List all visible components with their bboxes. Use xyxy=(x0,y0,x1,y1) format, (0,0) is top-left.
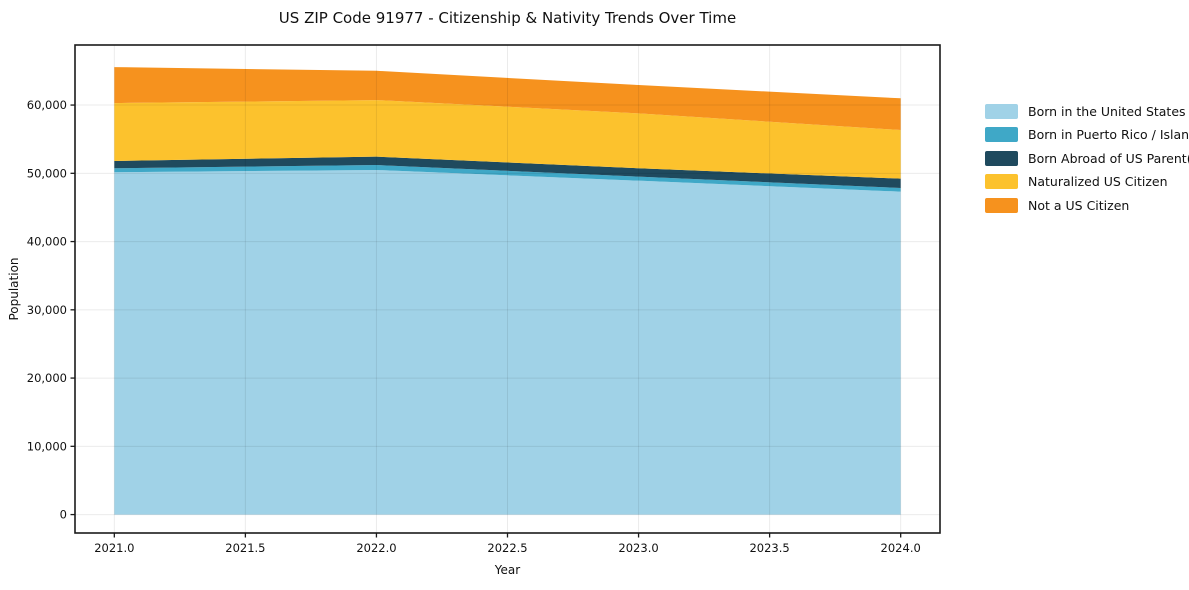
y-tick-label: 0 xyxy=(60,508,67,522)
legend-label: Naturalized US Citizen xyxy=(1028,174,1168,190)
legend-item: Not a US Citizen xyxy=(985,197,1189,213)
legend-item: Born Abroad of US Parent(s) xyxy=(985,150,1189,166)
y-tick-label: 60,000 xyxy=(27,98,67,112)
x-tick-label: 2021.0 xyxy=(94,541,134,555)
legend-label: Born in Puerto Rico / Islands xyxy=(1028,127,1189,143)
legend-swatch-icon xyxy=(985,197,1018,213)
x-tick-label: 2023.0 xyxy=(618,541,658,555)
area-series-0 xyxy=(114,169,901,515)
legend-label: Born in the United States xyxy=(1028,104,1186,119)
area-series-3 xyxy=(114,100,901,179)
y-tick-label: 20,000 xyxy=(27,371,67,385)
y-axis-label: Population xyxy=(7,257,21,321)
legend-swatch-icon xyxy=(985,104,1018,119)
x-axis-label: Year xyxy=(494,563,521,577)
y-tick-label: 10,000 xyxy=(27,439,67,453)
y-tick-label: 30,000 xyxy=(27,303,67,317)
legend-item: Naturalized US Citizen xyxy=(985,174,1189,190)
legend-swatch-icon xyxy=(985,127,1018,143)
legend: Born in the United States Born in Puerto… xyxy=(985,104,1189,221)
legend-item: Born in Puerto Rico / Islands xyxy=(985,127,1189,143)
legend-swatch-icon xyxy=(985,174,1018,190)
x-tick-label: 2023.5 xyxy=(749,541,789,555)
x-tick-label: 2024.0 xyxy=(881,541,921,555)
area-series-2 xyxy=(114,156,901,188)
legend-label: Not a US Citizen xyxy=(1028,197,1130,213)
area-series-4 xyxy=(114,67,901,131)
y-tick-label: 50,000 xyxy=(27,166,67,180)
x-tick-label: 2022.5 xyxy=(487,541,527,555)
chart-title: US ZIP Code 91977 - Citizenship & Nativi… xyxy=(278,9,737,27)
legend-label: Born Abroad of US Parent(s) xyxy=(1028,150,1189,166)
y-tick-label: 40,000 xyxy=(27,235,67,249)
legend-swatch-icon xyxy=(985,150,1018,166)
legend-item: Born in the United States xyxy=(985,104,1189,119)
area-series-1 xyxy=(114,164,901,192)
x-tick-label: 2021.5 xyxy=(225,541,265,555)
x-tick-label: 2022.0 xyxy=(356,541,396,555)
